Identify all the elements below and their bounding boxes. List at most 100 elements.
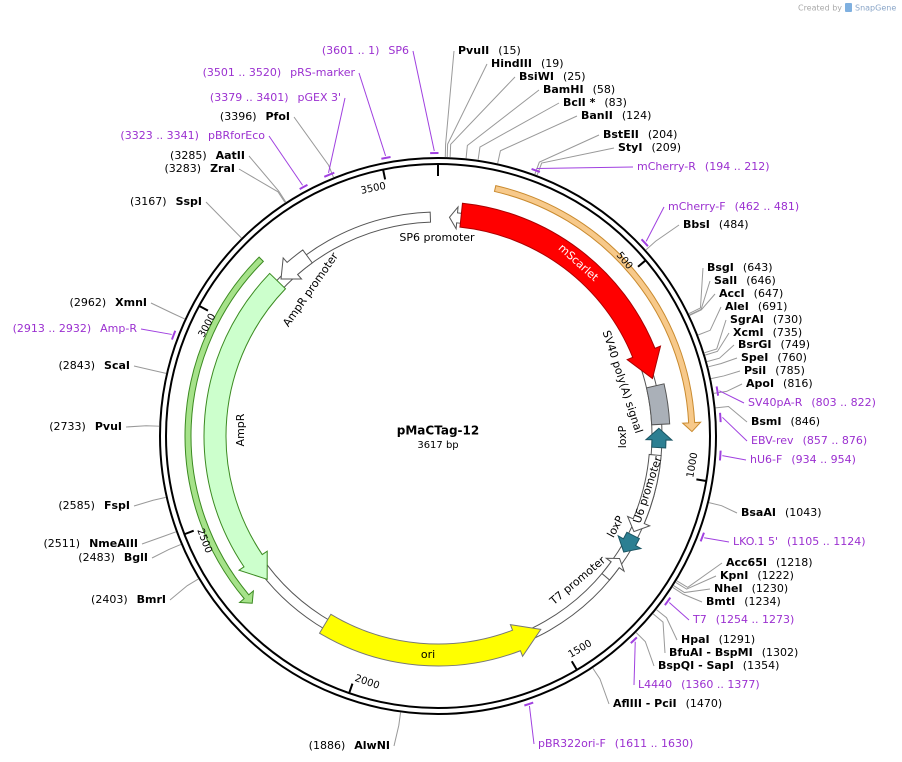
enzyme-label: HindIII (19) <box>491 57 564 70</box>
enzyme-label: BanII (124) <box>581 109 651 122</box>
enzyme-site: (484) <box>719 218 749 231</box>
mscarlet <box>459 202 662 380</box>
enzyme-name: SpeI <box>741 351 768 364</box>
enzyme-label: SpeI (760) <box>741 351 807 364</box>
primer-label: T7 (1254 .. 1273) <box>692 613 794 626</box>
orange-feature <box>493 184 702 433</box>
enzyme-label: BbsI (484) <box>683 218 749 231</box>
enzyme-label: Acc65I (1218) <box>726 556 813 569</box>
enzyme-site: (15) <box>498 44 521 57</box>
primer-name: SP6 <box>388 44 409 57</box>
primer-label: pBR322ori-F (1611 .. 1630) <box>538 737 693 750</box>
enzyme-site: (2733) <box>49 420 86 433</box>
enzyme-connector <box>710 370 741 380</box>
enzyme-site: (2843) <box>58 359 95 372</box>
primer-label: (3501 .. 3520) pRS-marker <box>203 66 356 79</box>
tick-label: 2500 <box>194 527 213 555</box>
t7-promoter <box>601 557 626 581</box>
primer-name: pBR322ori-F <box>538 737 606 750</box>
enzyme-site: (25) <box>563 70 586 83</box>
primer-range: (934 .. 954) <box>791 453 856 466</box>
enzyme-name: PvuI <box>95 420 122 433</box>
enzyme-site: (124) <box>622 109 652 122</box>
enzyme-connector <box>205 201 242 239</box>
primer-label: (3379 .. 3401) pGEX 3' <box>210 91 341 104</box>
enzyme-connector <box>150 302 185 320</box>
enzyme-site: (846) <box>791 415 821 428</box>
enzyme-site: (760) <box>777 351 807 364</box>
enzyme-connector <box>708 357 738 368</box>
feature-label: SP6 promoter <box>399 231 475 244</box>
enzyme-name: BanII <box>581 109 613 122</box>
enzyme-label: (2585) FspI <box>58 499 130 512</box>
primer-site <box>323 171 335 178</box>
enzyme-label: BmtI (1234) <box>706 595 781 608</box>
enzyme-name: BsmI <box>751 415 782 428</box>
enzyme-label: BsrGI (749) <box>738 338 810 351</box>
primer-connector <box>645 206 665 242</box>
enzyme-name: BspQI - SapI <box>658 659 734 672</box>
primer-label: SV40pA-R (803 .. 822) <box>748 396 876 409</box>
enzyme-connector <box>592 667 610 705</box>
enzyme-name: BclI * <box>563 96 596 109</box>
enzyme-name: NmeAIII <box>89 537 138 550</box>
feature-label: AmpR <box>234 413 247 446</box>
enzyme-label: AccI (647) <box>719 287 783 300</box>
enzyme-site: (3285) <box>170 149 207 162</box>
watermark-icon <box>845 3 852 12</box>
enzyme-connector <box>444 50 455 158</box>
primer-connector <box>328 97 346 173</box>
enzyme-site: (1470) <box>686 697 723 710</box>
primer-name: L4440 <box>638 678 672 691</box>
enzyme-label: (2403) BmrI <box>91 593 166 606</box>
enzyme-site: (735) <box>773 326 803 339</box>
enzyme-site: (816) <box>783 377 813 390</box>
primer-label: mCherry-F (462 .. 481) <box>668 200 799 213</box>
ampr-promoter <box>280 249 313 280</box>
primer-range: (803 .. 822) <box>811 396 876 409</box>
primer-connector <box>719 390 745 404</box>
enzyme-connector <box>704 332 730 356</box>
enzyme-site: (1354) <box>743 659 780 672</box>
primer-site <box>699 532 705 542</box>
tick-mark <box>184 529 195 536</box>
enzyme-site: (1043) <box>785 506 822 519</box>
enzyme-name: BbsI <box>683 218 710 231</box>
enzyme-site: (3167) <box>130 195 167 208</box>
enzyme-name: BsrGI <box>738 338 771 351</box>
enzyme-connector <box>715 405 748 423</box>
watermark-prefix: Created by <box>798 4 842 13</box>
enzyme-label: BfuAI - BspMI (1302) <box>669 646 798 659</box>
enzyme-site: (2511) <box>44 537 81 550</box>
primer-name: SV40pA-R <box>748 396 803 409</box>
tick-mark <box>382 169 387 180</box>
primer-label: (2913 .. 2932) Amp-R <box>13 322 138 335</box>
enzyme-name: SgrAI <box>730 313 764 326</box>
enzyme-label: (2483) BglI <box>78 551 148 564</box>
enzyme-label: (2511) NmeAIII <box>44 537 139 550</box>
plasmid-length: 3617 bp <box>417 440 458 451</box>
primer-site <box>171 330 177 340</box>
enzyme-name: AatII <box>216 149 245 162</box>
enzyme-connector <box>536 147 615 176</box>
enzyme-site: (204) <box>648 128 678 141</box>
enzyme-connector <box>706 344 735 363</box>
primer-range: (462 .. 481) <box>735 200 800 213</box>
tick-mark <box>637 259 647 268</box>
ampr <box>203 272 287 581</box>
plasmid-name: pMaCTag-12 <box>397 424 479 438</box>
backbone-outer <box>159 157 717 715</box>
enzyme-name: BamHI <box>543 83 584 96</box>
primer-range: (3323 .. 3341) <box>120 129 199 142</box>
ampr-outline <box>184 256 265 604</box>
enzyme-label: BsgI (643) <box>707 261 773 274</box>
enzyme-label: AleI (691) <box>725 300 787 313</box>
enzyme-site: (2585) <box>58 499 95 512</box>
enzyme-name: BmrI <box>137 593 166 606</box>
u6-promoter <box>626 453 662 533</box>
enzyme-name: BglI <box>124 551 148 564</box>
enzyme-name: StyI <box>618 141 642 154</box>
primer-connector <box>704 537 730 543</box>
